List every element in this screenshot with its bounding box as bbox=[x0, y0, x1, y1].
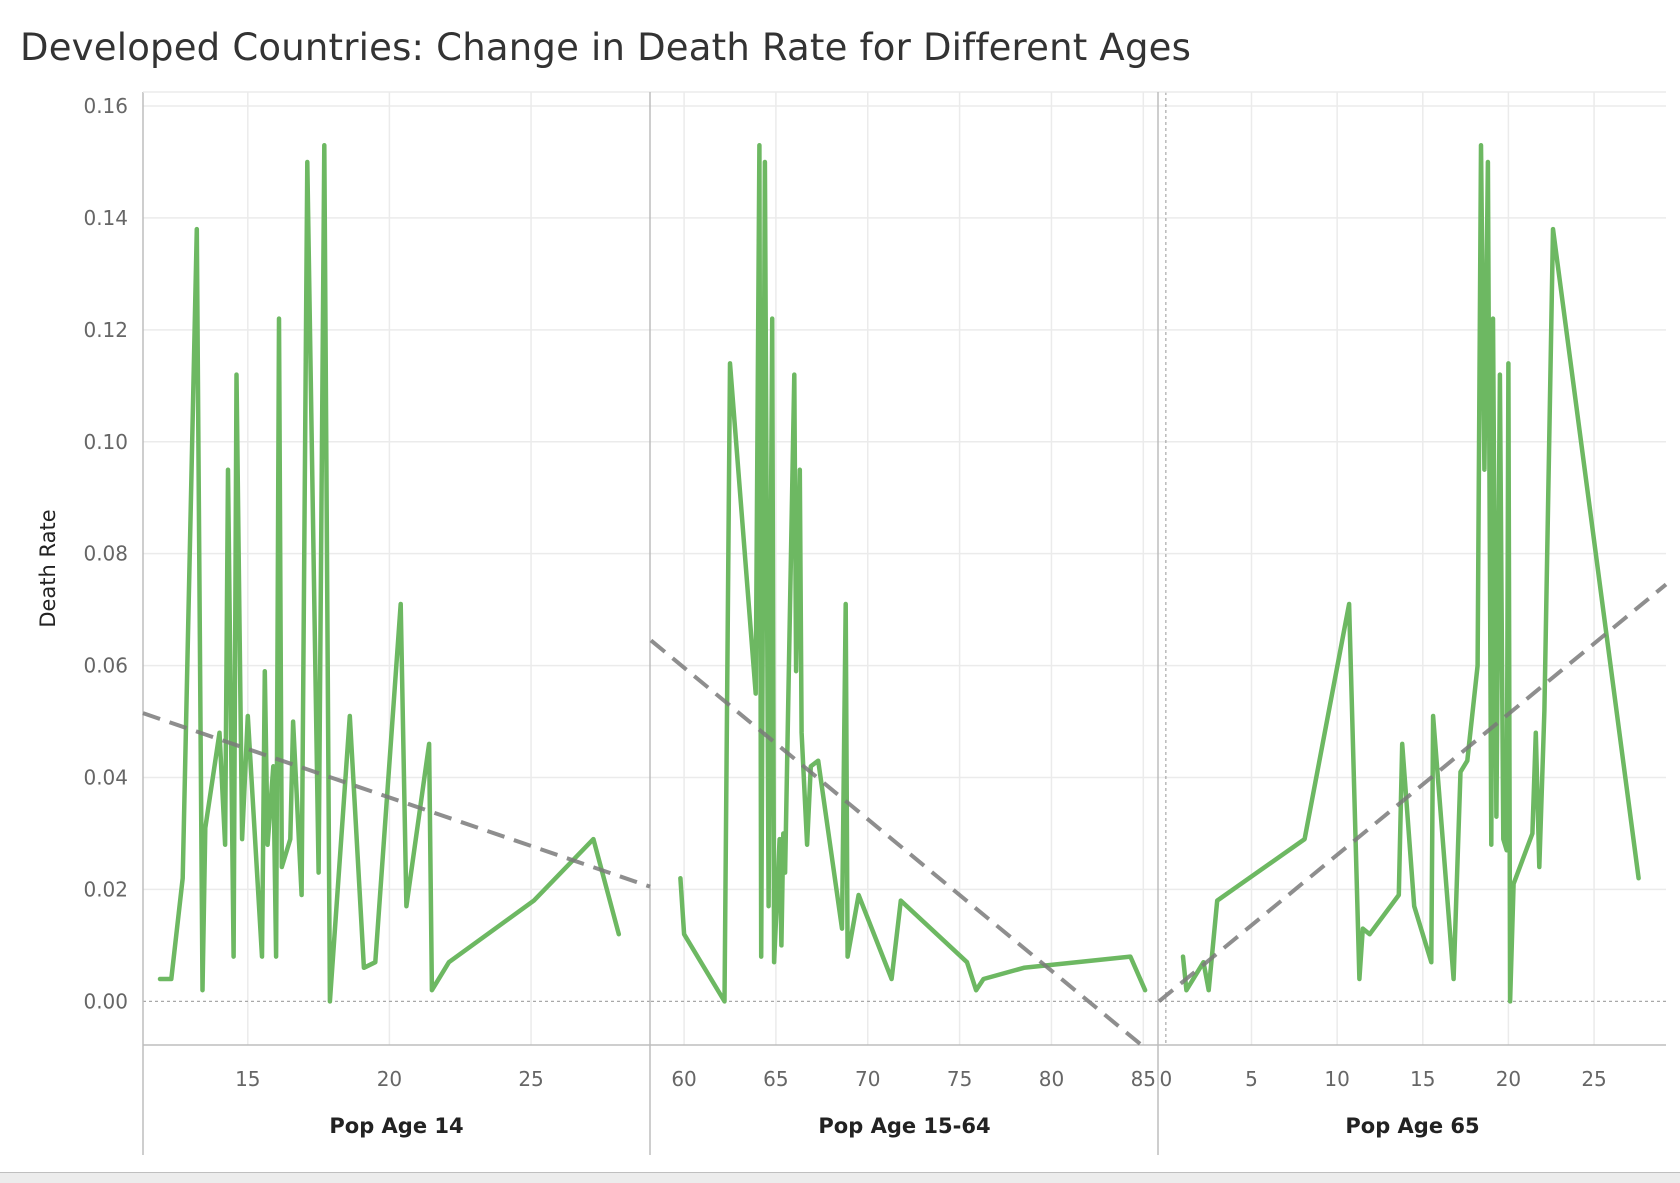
y-axis-title: Death Rate bbox=[36, 509, 60, 627]
y-tick-label: 0.00 bbox=[83, 989, 128, 1013]
x-axis-title-panel-2: Pop Age 15-64 bbox=[818, 1114, 990, 1138]
data-series bbox=[157, 142, 1641, 1004]
y-tick-label: 0.12 bbox=[83, 318, 128, 342]
trend-line-panel-3 bbox=[1157, 582, 1668, 1003]
trend-line-panel-2 bbox=[649, 638, 1143, 1047]
y-tick-label: 0.06 bbox=[83, 654, 128, 678]
x-tick-label: 75 bbox=[947, 1067, 972, 1091]
death-rate-line-panel-1 bbox=[157, 142, 622, 1004]
y-axis-ticks: 0.00 0.02 0.04 0.06 0.08 0.10 0.12 0.14 0.16 bbox=[83, 94, 128, 1013]
x-tick-label: 20 bbox=[377, 1067, 402, 1091]
x-axis-title-panel-1: Pop Age 14 bbox=[329, 1114, 463, 1138]
chart-frame bbox=[142, 91, 1666, 1155]
x-tick-label: 15 bbox=[1410, 1067, 1435, 1091]
x-tick-label: 15 bbox=[235, 1067, 260, 1091]
y-tick-label: 0.16 bbox=[83, 94, 128, 118]
x-tick-label: 5 bbox=[1245, 1067, 1258, 1091]
y-tick-label: 0.04 bbox=[83, 766, 128, 790]
x-tick-label: 70 bbox=[855, 1067, 880, 1091]
x-tick-label: 25 bbox=[1581, 1067, 1606, 1091]
y-tick-label: 0.08 bbox=[83, 542, 128, 566]
axis-titles: Death Rate Pop Age 14 Pop Age 15-64 Pop Age… bbox=[36, 509, 1480, 1138]
death-rate-line-panel-3 bbox=[1180, 142, 1641, 1004]
trend-line-panel-1 bbox=[142, 711, 651, 889]
x-tick-label: 20 bbox=[1496, 1067, 1521, 1091]
x-tick-label: 60 bbox=[671, 1067, 696, 1091]
x-axis-ticks: 15 20 25 60 65 70 75 80 85 0 5 10 15 20 25 bbox=[235, 1067, 1607, 1091]
x-tick-label: 65 bbox=[763, 1067, 788, 1091]
y-tick-label: 0.02 bbox=[83, 877, 128, 901]
trend-lines bbox=[142, 582, 1668, 1047]
x-tick-label: 85 bbox=[1131, 1067, 1156, 1091]
x-tick-label: 25 bbox=[518, 1067, 543, 1091]
y-tick-label: 0.10 bbox=[83, 430, 128, 454]
death-rate-line-panel-2 bbox=[678, 142, 1148, 1004]
x-tick-label: 0 bbox=[1159, 1067, 1172, 1091]
x-tick-label: 10 bbox=[1324, 1067, 1349, 1091]
y-tick-label: 0.14 bbox=[83, 206, 128, 230]
x-tick-label: 80 bbox=[1039, 1067, 1064, 1091]
bottom-scrollbar[interactable] bbox=[0, 1172, 1680, 1183]
chart-title: Developed Countries: Change in Death Rat… bbox=[20, 26, 1192, 69]
x-axis-title-panel-3: Pop Age 65 bbox=[1345, 1114, 1479, 1138]
